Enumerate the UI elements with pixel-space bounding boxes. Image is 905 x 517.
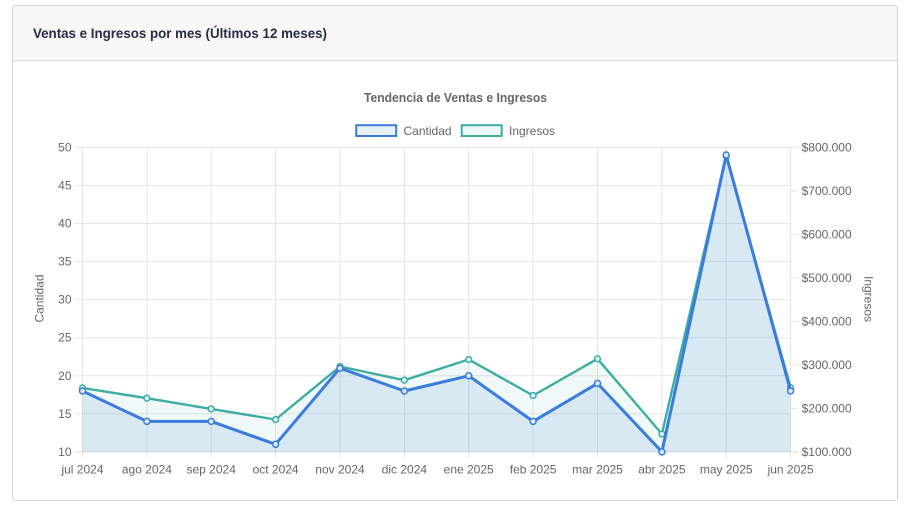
svg-text:10: 10 <box>58 445 72 459</box>
svg-text:Cantidad: Cantidad <box>404 124 452 138</box>
svg-text:Tendencia de Ventas e Ingresos: Tendencia de Ventas e Ingresos <box>364 91 547 105</box>
svg-text:Ingresos: Ingresos <box>509 124 555 138</box>
svg-text:feb 2025: feb 2025 <box>510 463 557 477</box>
svg-text:15: 15 <box>58 407 72 421</box>
svg-text:jul 2024: jul 2024 <box>60 463 103 477</box>
svg-text:$200.000: $200.000 <box>802 401 852 415</box>
svg-text:$100.000: $100.000 <box>802 445 852 459</box>
svg-text:40: 40 <box>58 217 72 231</box>
svg-text:jun 2025: jun 2025 <box>767 463 814 477</box>
svg-text:30: 30 <box>58 293 72 307</box>
svg-text:45: 45 <box>58 179 72 193</box>
svg-text:may 2025: may 2025 <box>700 463 753 477</box>
svg-text:ene 2025: ene 2025 <box>444 463 494 477</box>
svg-text:$300.000: $300.000 <box>802 358 852 372</box>
svg-text:nov 2024: nov 2024 <box>315 463 365 477</box>
svg-text:$600.000: $600.000 <box>802 227 852 241</box>
svg-text:dic 2024: dic 2024 <box>382 463 428 477</box>
svg-text:abr 2025: abr 2025 <box>638 463 686 477</box>
svg-text:Ventas e Ingresos por mes (Últ: Ventas e Ingresos por mes (Últimos 12 me… <box>33 26 327 41</box>
svg-text:Ingresos: Ingresos <box>862 276 876 322</box>
svg-text:$400.000: $400.000 <box>802 314 852 328</box>
svg-text:$700.000: $700.000 <box>802 184 852 198</box>
svg-text:$500.000: $500.000 <box>802 271 852 285</box>
svg-text:mar 2025: mar 2025 <box>572 463 623 477</box>
svg-text:35: 35 <box>58 255 72 269</box>
svg-text:$800.000: $800.000 <box>802 140 852 154</box>
svg-text:25: 25 <box>58 331 72 345</box>
svg-text:50: 50 <box>58 140 72 154</box>
svg-text:Cantidad: Cantidad <box>33 274 47 322</box>
svg-text:20: 20 <box>58 369 72 383</box>
svg-text:oct 2024: oct 2024 <box>253 463 299 477</box>
svg-text:sep 2024: sep 2024 <box>187 463 237 477</box>
svg-text:ago 2024: ago 2024 <box>122 463 172 477</box>
